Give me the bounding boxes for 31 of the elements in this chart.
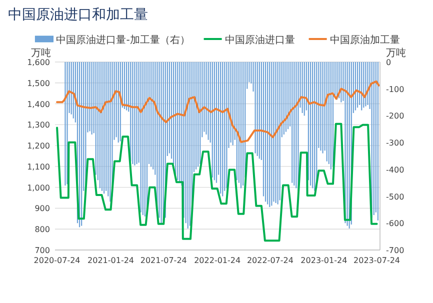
y2-tick-label: -600 xyxy=(386,219,404,228)
x-tick-label: 2022-01-24 xyxy=(194,256,241,265)
x-tick-label: 2020-07-24 xyxy=(34,256,80,265)
y-axis-title: 万吨 xyxy=(31,47,51,59)
y-tick-label: 1,500 xyxy=(27,78,50,88)
y-tick-label: 900 xyxy=(34,204,50,214)
y2-axis-title: 万吨 xyxy=(386,47,406,59)
x-tick-label: 2023-01-24 xyxy=(300,256,348,265)
x-tick-label: 2021-01-24 xyxy=(88,256,134,265)
y2-tick-label: -300 xyxy=(386,138,404,148)
x-tick-label: 2023-07-24 xyxy=(354,256,400,265)
y-tick-label: 1,300 xyxy=(27,120,50,130)
legend-label: 中国原油加工量 xyxy=(330,34,400,46)
y-tick-label: 1,000 xyxy=(27,183,50,192)
y2-tick-label: -200 xyxy=(386,112,404,121)
y2-tick-label: -500 xyxy=(386,192,404,202)
legend-label: 中国原油进口量 xyxy=(224,34,295,46)
y2-tick-label: 0 xyxy=(386,58,392,67)
y-tick-label: 1,100 xyxy=(27,162,50,172)
y-tick-label: 800 xyxy=(34,225,50,234)
y-tick-label: 1,400 xyxy=(27,100,50,109)
legend-label: 中国原油进口量-加工量（右） xyxy=(56,34,190,46)
x-tick-label: 2022-07-24 xyxy=(246,256,294,265)
y2-tick-label: -100 xyxy=(386,84,404,94)
y-tick-label: 1,600 xyxy=(27,58,50,67)
title: 中国原油进口和加工量 xyxy=(8,7,148,23)
y2-tick-label: -700 xyxy=(386,246,404,255)
y-tick-label: 1,200 xyxy=(27,142,50,151)
y-tick-label: 700 xyxy=(34,246,50,255)
x-tick-label: 2021-07-24 xyxy=(140,256,187,265)
y2-tick-label: -400 xyxy=(386,165,404,174)
